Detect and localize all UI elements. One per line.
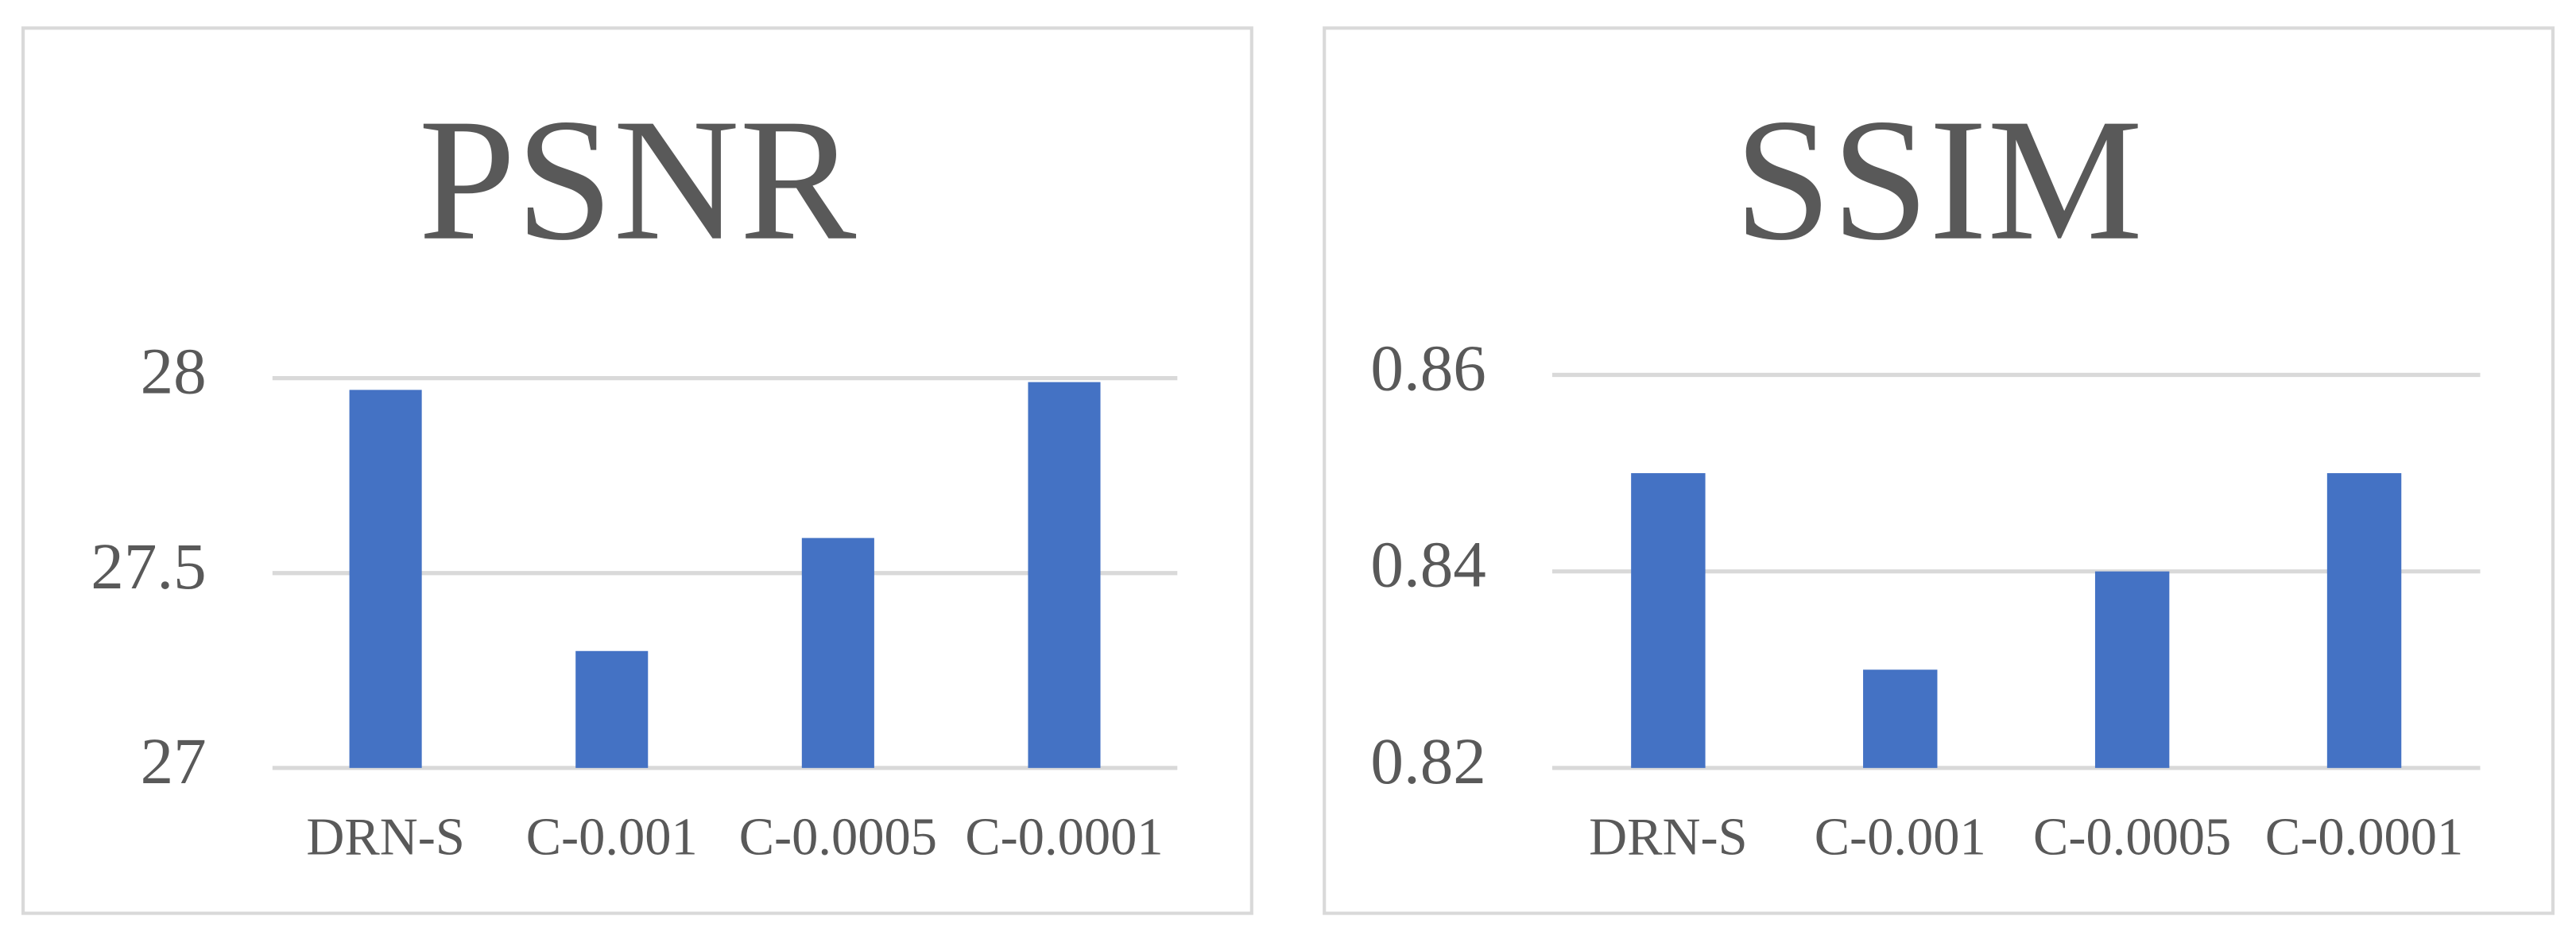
y-tick-label: 27 — [141, 724, 207, 797]
x-tick-label: C-0.0001 — [965, 809, 1163, 867]
bar — [2094, 571, 2170, 768]
y-tick-label: 0.84 — [1370, 528, 1486, 601]
x-tick-label: C-0.001 — [526, 809, 698, 867]
x-tick-label: C-0.0005 — [2033, 809, 2231, 867]
x-tick-label: C-0.0005 — [739, 809, 937, 867]
y-tick-label: 27.5 — [91, 530, 206, 603]
x-tick-label: DRN-S — [1589, 809, 1747, 867]
y-tick-label: 28 — [141, 335, 207, 408]
bar — [801, 537, 874, 768]
bar — [1631, 473, 1706, 768]
x-tick-label: C-0.0001 — [2265, 809, 2463, 867]
bar — [1028, 382, 1101, 768]
bar — [1863, 669, 1938, 768]
bar — [349, 390, 422, 768]
y-tick-label: 0.86 — [1370, 332, 1486, 405]
y-tick-label: 0.82 — [1370, 724, 1486, 797]
bar — [575, 650, 649, 768]
chart-title: PSNR — [419, 83, 857, 277]
x-tick-label: DRN-S — [306, 809, 464, 867]
x-tick-label: C-0.001 — [1815, 809, 1986, 867]
bar — [2326, 473, 2402, 768]
chart-title: SSIM — [1734, 83, 2143, 277]
